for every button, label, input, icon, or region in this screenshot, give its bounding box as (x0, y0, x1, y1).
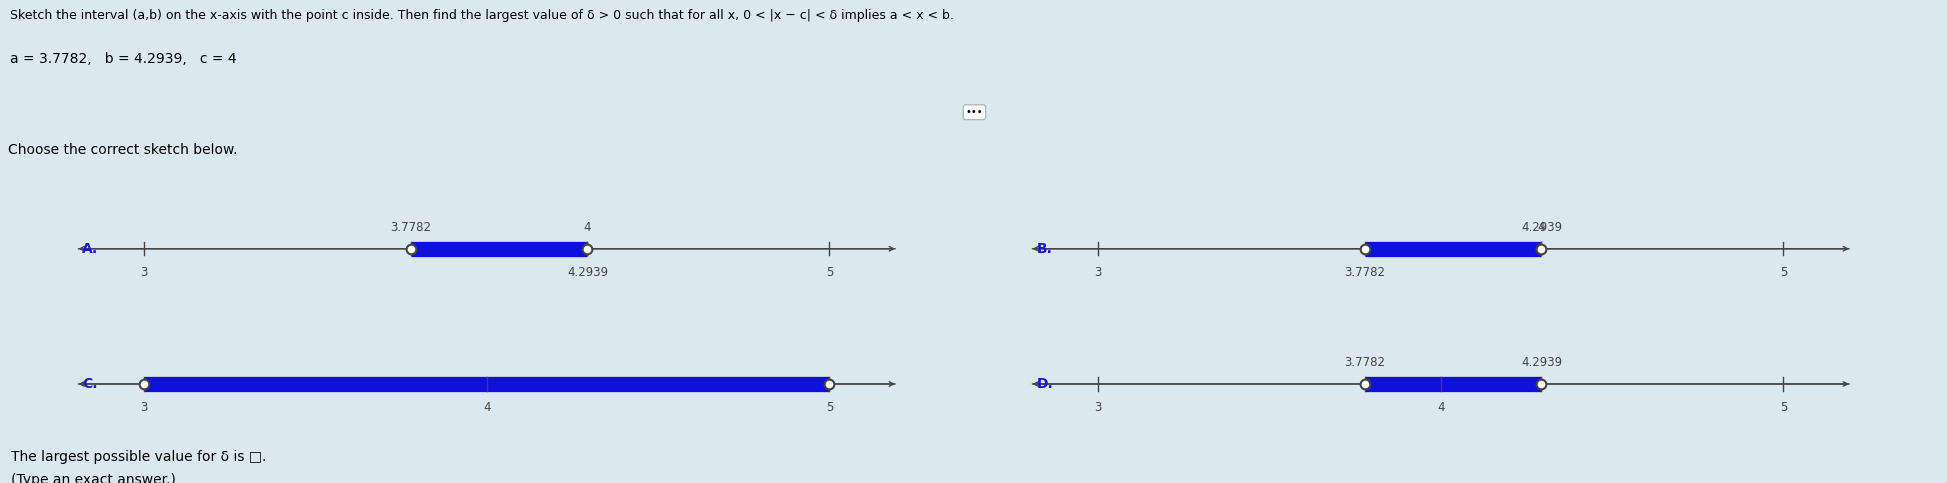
Text: Choose the correct sketch below.: Choose the correct sketch below. (8, 143, 238, 157)
Text: 4: 4 (1538, 221, 1546, 234)
Text: 3.7782: 3.7782 (389, 221, 430, 234)
Text: 4: 4 (483, 401, 491, 414)
Text: 3: 3 (140, 266, 148, 279)
Text: 4.2939: 4.2939 (567, 266, 607, 279)
Text: The largest possible value for δ is □.: The largest possible value for δ is □. (12, 450, 267, 464)
Text: 4.2939: 4.2939 (1521, 221, 1561, 234)
Text: 3: 3 (1094, 266, 1102, 279)
Text: 3: 3 (1094, 401, 1102, 414)
Text: a = 3.7782,   b = 4.2939,   c = 4: a = 3.7782, b = 4.2939, c = 4 (10, 53, 236, 67)
Text: 4: 4 (1437, 401, 1445, 414)
Text: (Type an exact answer.): (Type an exact answer.) (12, 473, 175, 483)
Text: B.: B. (1036, 242, 1051, 256)
Text: Sketch the interval (a,b) on the x-axis with the point c inside. Then find the l: Sketch the interval (a,b) on the x-axis … (10, 9, 954, 22)
Text: 5: 5 (826, 401, 833, 414)
Text: A.: A. (82, 242, 99, 256)
Text: 3: 3 (140, 401, 148, 414)
Text: 5: 5 (826, 266, 833, 279)
Text: 4: 4 (584, 221, 592, 234)
Text: 4.2939: 4.2939 (1521, 356, 1561, 369)
Text: 3.7782: 3.7782 (1343, 356, 1384, 369)
Text: •••: ••• (966, 107, 983, 117)
Text: 5: 5 (1780, 401, 1787, 414)
Text: D.: D. (1036, 377, 1053, 391)
Text: 3.7782: 3.7782 (1343, 266, 1384, 279)
Text: 5: 5 (1780, 266, 1787, 279)
Text: C.: C. (82, 377, 97, 391)
